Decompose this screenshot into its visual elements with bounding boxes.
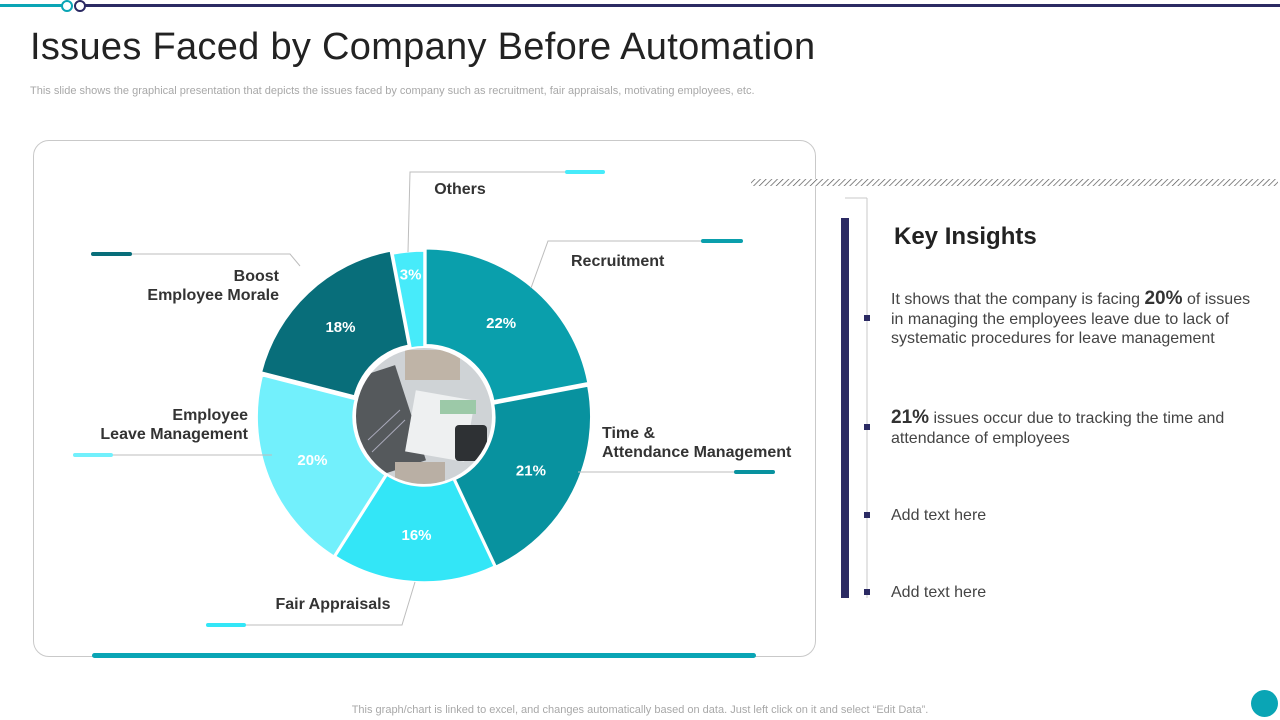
page-title: Issues Faced by Company Before Automatio…: [30, 26, 816, 68]
leader-line: [93, 253, 301, 267]
category-label: Recruitment: [571, 253, 665, 270]
insight-timeline: [841, 197, 868, 598]
insight-item[interactable]: Add text here: [891, 584, 987, 601]
data-label: 18%: [325, 319, 355, 336]
key-insights-title: Key Insights: [894, 223, 1037, 250]
center-photo: [355, 347, 493, 485]
footer-note: This graph/chart is linked to excel, and…: [351, 704, 929, 716]
pie-slice-recruitment[interactable]: [425, 247, 589, 402]
category-label: Fair Appraisals: [275, 596, 390, 613]
pie-slice-time-attendance-management[interactable]: [454, 385, 592, 568]
leader-line: [208, 581, 416, 626]
leader-line: [530, 240, 741, 289]
data-label: 20%: [297, 452, 327, 469]
circle-icon: [1251, 690, 1278, 717]
top-accent-bar: [0, 0, 1280, 12]
category-label: Boost Employee Morale: [147, 268, 279, 304]
insight-item: It shows that the company is facing 20% …: [891, 288, 1251, 347]
data-label: 3%: [400, 267, 422, 284]
bullet-icon: [864, 315, 870, 321]
bullet-icon: [864, 512, 870, 518]
pie-slice-employee-leave-management[interactable]: [256, 374, 387, 558]
category-label: Others: [434, 181, 486, 198]
bullet-icon: [864, 589, 870, 595]
circle-icon: [74, 0, 86, 12]
pie-slice-boost-employee-morale[interactable]: [260, 250, 410, 397]
hatched-divider: [751, 179, 1278, 186]
data-label: 21%: [516, 462, 546, 479]
bullet-icon: [864, 424, 870, 430]
leader-line: [407, 171, 603, 253]
insight-item[interactable]: Add text here: [891, 507, 987, 524]
data-label: 22%: [486, 315, 516, 332]
circle-icon: [61, 0, 73, 12]
panel-accent-bar: [92, 653, 756, 658]
insight-item: 21% issues occur due to tracking the tim…: [891, 407, 1225, 447]
data-label: 16%: [402, 527, 432, 544]
category-label: Employee Leave Management: [100, 407, 248, 443]
page-subtitle: This slide shows the graphical presentat…: [30, 85, 755, 97]
category-label: Time & Attendance Management: [602, 425, 792, 461]
